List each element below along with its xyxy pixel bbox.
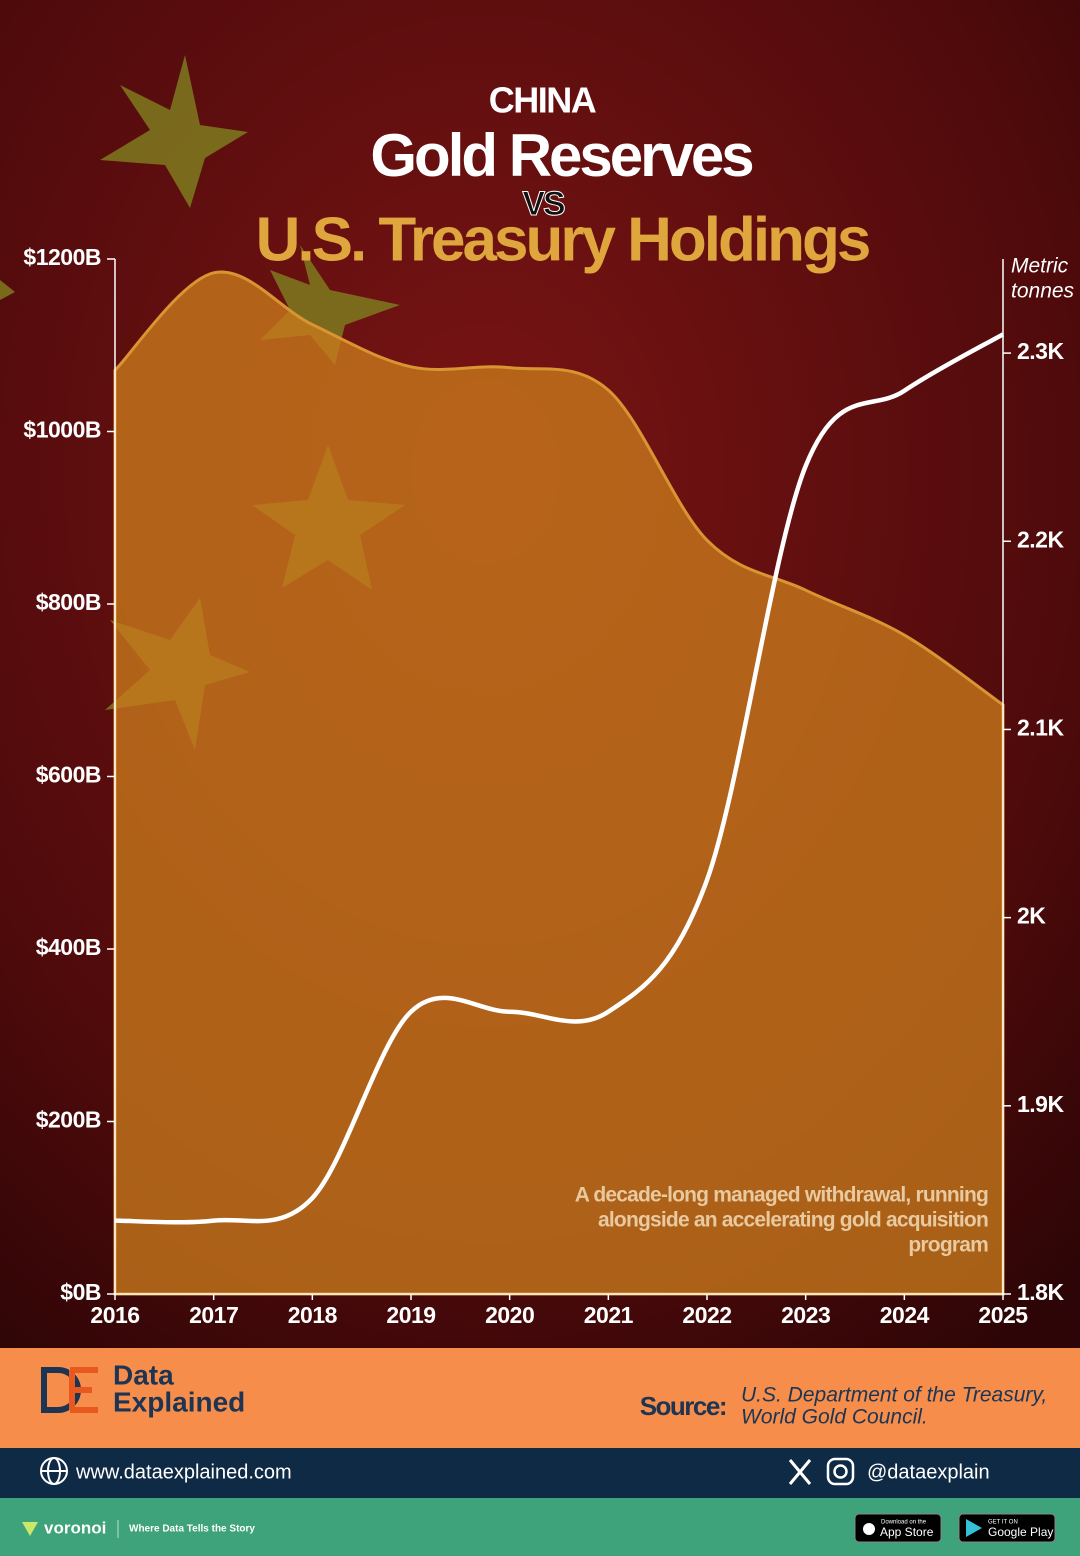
partner: voronoi (44, 1518, 106, 1537)
y-tick-label: $600B (36, 762, 101, 788)
handle: @dataexplain (867, 1461, 990, 1483)
plot: $0B $200B $400B $600B $800B $1000B $1200B 1.8K 1… (23, 244, 1065, 1328)
google-play-text: Google Play (988, 1525, 1053, 1539)
play-icon (966, 1519, 982, 1537)
source-label: Source: (640, 1391, 726, 1421)
y-tick-label: $0B (60, 1279, 101, 1305)
y-tick-label: $1000B (23, 417, 101, 443)
area (113, 270, 1005, 1296)
y-tick-label: $400B (36, 934, 101, 960)
app-store-button[interactable] (854, 1513, 942, 1543)
x-icon (788, 1459, 812, 1485)
vs-label: VS (522, 185, 565, 223)
website: www.dataexplained.com (75, 1461, 292, 1483)
line (114, 332, 1005, 1225)
source: World Gold Council. (741, 1406, 928, 1429)
y2-axis-label: Metric (1011, 255, 1069, 278)
y-tick-label: $800B (36, 589, 101, 615)
y2-tick-label: 2.1K (1017, 715, 1064, 741)
apple-icon (863, 1523, 875, 1535)
y2-axis-label: tonnes (1011, 280, 1075, 303)
x-tick-label: 2025 (978, 1302, 1028, 1328)
footer-band (0, 1348, 1080, 1448)
title: CHINA (489, 80, 597, 121)
app-store-text: App Store (880, 1525, 934, 1539)
annotation-line: alongside an accelerating gold acquisiti… (598, 1209, 988, 1232)
y2-tick-label: 1.9K (1017, 1091, 1064, 1117)
tagline: Where Data Tells the Story (129, 1524, 255, 1535)
annotation: A decade-long managed withdrawal, runnin… (575, 1184, 989, 1257)
x-tick-label: 2022 (682, 1302, 731, 1328)
subtitle-line: U.S. Treasury Holdings (256, 205, 869, 274)
y-tick-label: $200B (36, 1107, 101, 1133)
y2-tick-label: 2.2K (1017, 526, 1064, 552)
logo (41, 1367, 98, 1413)
x-tick-label: 2018 (288, 1302, 338, 1328)
google-play-button[interactable] (958, 1513, 1056, 1543)
annotation-line: program (908, 1234, 988, 1257)
y2-tick-label: 2K (1017, 903, 1046, 929)
source: U.S. Department of the Treasury, (741, 1384, 1047, 1407)
y2-tick-label: 2.3K (1017, 338, 1064, 364)
annotation-line: A decade-long managed withdrawal, runnin… (575, 1184, 988, 1207)
instagram-icon (826, 1457, 855, 1486)
x-tick-label: 2024 (880, 1302, 930, 1328)
x-tick-label: 2019 (386, 1302, 435, 1328)
y2-tick-label: 1.8K (1017, 1279, 1064, 1305)
x-tick-label: 2020 (485, 1302, 534, 1328)
google-play-text: GET IT ON (988, 1520, 1018, 1526)
x-tick-label: 2017 (189, 1302, 238, 1328)
y-tick-label: $1200B (23, 244, 101, 270)
globe-icon (40, 1457, 68, 1485)
brand: Data (113, 1359, 174, 1390)
x-tick-label: 2023 (781, 1302, 830, 1328)
voronoi-icon (22, 1522, 38, 1536)
brand: Explained (113, 1386, 245, 1417)
social-band (0, 1448, 1080, 1498)
x-tick-label: 2016 (90, 1302, 139, 1328)
x-tick-label: 2021 (584, 1302, 634, 1328)
app-store-text: Download on the (881, 1520, 927, 1526)
subtitle-line: Gold Reserves (370, 122, 752, 189)
